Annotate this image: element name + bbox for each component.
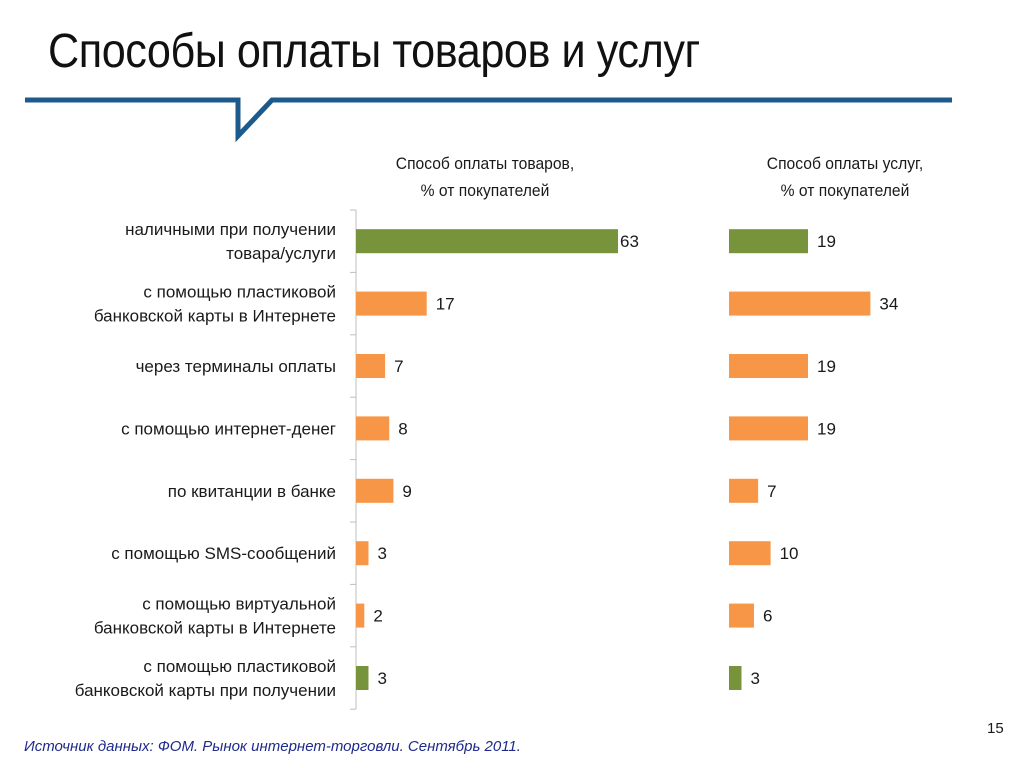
services-value-label: 3	[750, 669, 759, 688]
goods-bar	[356, 478, 394, 503]
goods-bar	[356, 291, 427, 316]
goods-value-label: 8	[398, 419, 407, 438]
services-value-label: 34	[879, 295, 898, 314]
category-label: с помощью SMS-сообщений	[111, 544, 336, 563]
category-label: банковской карты в Интернете	[94, 307, 336, 326]
category-label: наличными при получении	[125, 220, 336, 239]
services-bar	[729, 416, 809, 441]
category-label: банковской карты при получении	[75, 681, 336, 700]
services-value-label: 19	[817, 357, 836, 376]
category-label: банковской карты в Интернете	[94, 619, 336, 638]
series-title-goods: Способ оплаты товаров, % от покупателей	[395, 154, 575, 200]
services-value-label: 6	[763, 607, 772, 626]
services-bar	[729, 478, 759, 503]
goods-bar	[356, 416, 390, 441]
services-value-label: 19	[817, 232, 836, 251]
category-label: с помощью пластиковой	[143, 657, 336, 676]
goods-bar	[356, 603, 365, 628]
category-label: через терминалы оплаты	[136, 357, 336, 376]
category-label: с помощью интернет-денег	[121, 419, 336, 438]
goods-value-label: 17	[436, 295, 455, 314]
services-value-label: 19	[817, 419, 836, 438]
goods-bar	[356, 354, 386, 378]
services-value-label: 10	[780, 544, 799, 563]
series-title-services: Способ оплаты услуг, % от покупателей	[766, 154, 924, 200]
category-label: по квитанции в банке	[168, 482, 336, 501]
services-bar	[729, 666, 742, 690]
services-bar	[729, 541, 771, 566]
title-callout-rule	[25, 97, 952, 143]
goods-value-label: 9	[402, 482, 411, 501]
services-bar	[729, 291, 871, 316]
category-label: с помощью виртуальной	[142, 595, 336, 614]
services-value-label: 7	[767, 482, 776, 501]
goods-bar	[356, 666, 369, 690]
page-number: 15	[987, 720, 1004, 737]
source-note: Источник данных: ФОМ. Рынок интернет-тор…	[24, 738, 521, 755]
services-bar	[729, 229, 809, 254]
category-label: с помощью пластиковой	[143, 283, 336, 302]
goods-value-label: 3	[377, 544, 386, 563]
goods-value-label: 2	[373, 607, 382, 626]
goods-value-label: 63	[620, 232, 639, 251]
goods-bar	[356, 541, 369, 566]
slide-title: Способы оплаты товаров и услуг	[48, 25, 700, 78]
goods-value-label: 7	[394, 357, 403, 376]
goods-bar	[356, 229, 618, 254]
category-label: товара/услуги	[226, 244, 336, 263]
goods-value-label: 3	[377, 669, 386, 688]
services-bar	[729, 603, 754, 628]
services-bar	[729, 354, 809, 378]
